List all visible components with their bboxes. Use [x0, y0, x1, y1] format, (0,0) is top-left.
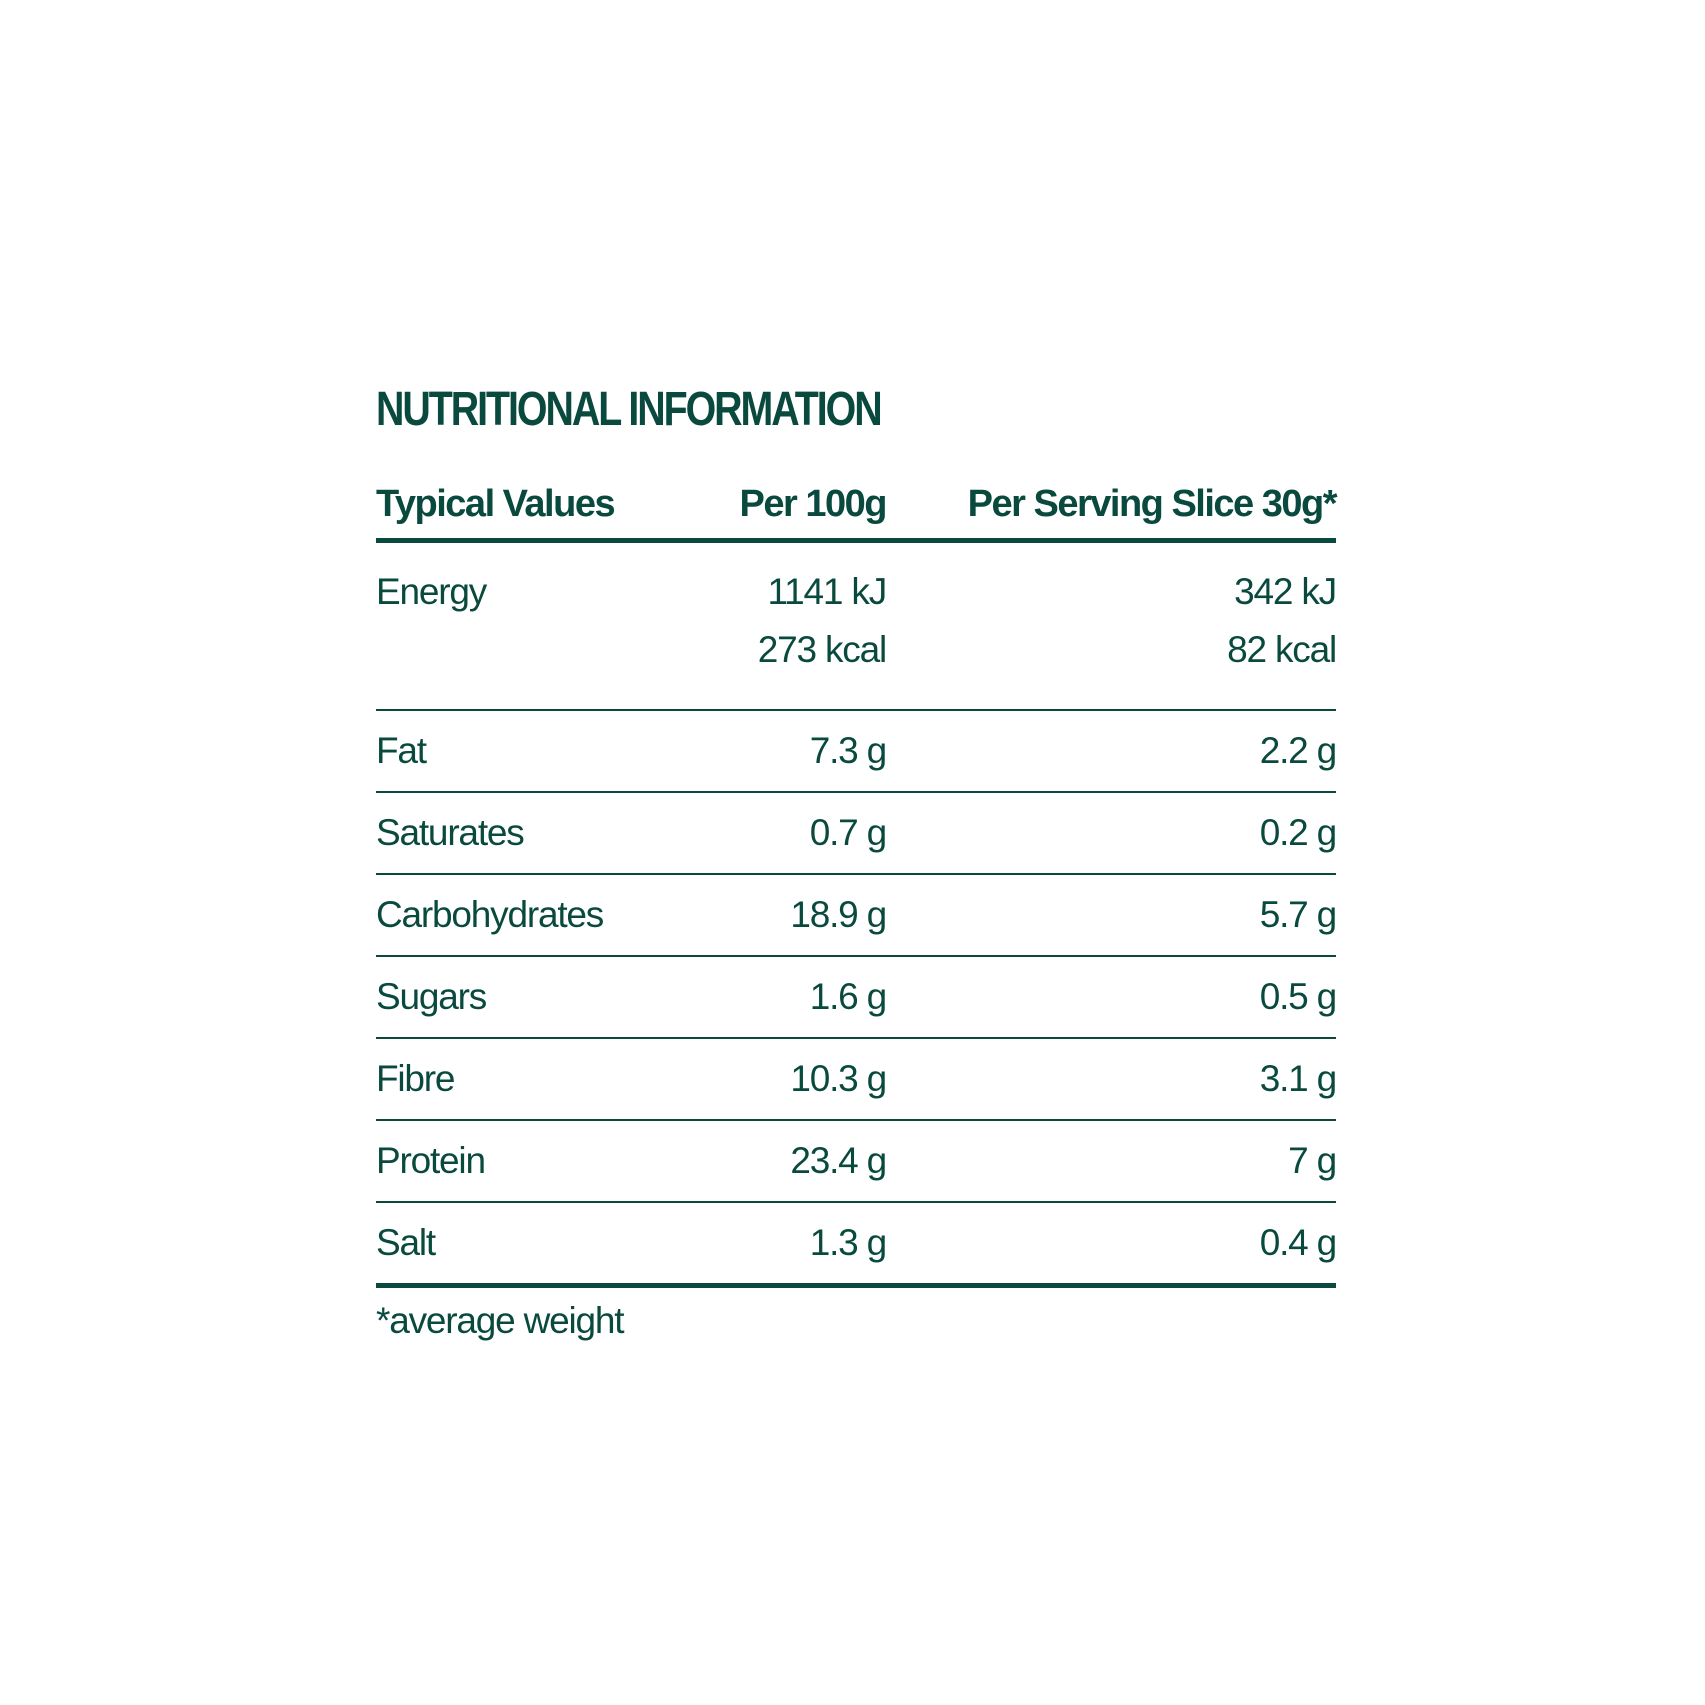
serving-value: 0.2 g	[886, 792, 1337, 875]
header-typical-values: Typical Values	[376, 476, 676, 543]
per100-value: 1.3 g	[676, 1202, 887, 1288]
table-row: Salt 1.3 g 0.4 g	[376, 1202, 1337, 1288]
row-label: Sugars	[376, 956, 676, 1039]
per100-value: 10.3 g	[676, 1038, 887, 1121]
energy-kcal: 273 kcal	[757, 629, 887, 670]
energy-kj: 1141 kJ	[767, 571, 888, 612]
per100-value: 1.6 g	[676, 956, 887, 1039]
per100-value: 0.7 g	[676, 792, 887, 875]
nutrition-table: Typical Values Per 100g Per Serving Slic…	[376, 476, 1338, 1288]
serving-value: 0.4 g	[886, 1202, 1337, 1288]
row-label: Fat	[376, 710, 676, 793]
page-title: NUTRITIONAL INFORMATION	[376, 383, 883, 436]
table-row: Sugars 1.6 g 0.5 g	[376, 956, 1337, 1039]
row-label: Energy	[376, 540, 676, 711]
row-label: Fibre	[376, 1038, 676, 1121]
serving-value: 342 kJ 82 kcal	[886, 540, 1337, 711]
header-per-serving: Per Serving Slice 30g*	[886, 476, 1338, 543]
row-label: Salt	[376, 1202, 676, 1288]
table-row: Fat 7.3 g 2.2 g	[376, 710, 1337, 793]
table-row: Fibre 10.3 g 3.1 g	[376, 1038, 1337, 1121]
serving-value: 0.5 g	[886, 956, 1337, 1039]
nutrition-panel: NUTRITIONAL INFORMATION Typical Values P…	[376, 382, 1338, 1342]
per100-value: 1141 kJ 273 kcal	[676, 540, 888, 711]
table-row: Energy 1141 kJ 273 kcal 342 kJ 82 kcal	[376, 540, 1337, 711]
per100-value: 7.3 g	[676, 710, 887, 793]
header-per-100g: Per 100g	[676, 476, 888, 543]
row-label: Protein	[376, 1120, 676, 1203]
serving-value: 2.2 g	[886, 710, 1337, 793]
energy-kj: 342 kJ	[1234, 571, 1337, 612]
serving-value: 3.1 g	[886, 1038, 1337, 1121]
table-row: Saturates 0.7 g 0.2 g	[376, 792, 1337, 875]
footnote: *average weight	[376, 1300, 625, 1341]
per100-value: 18.9 g	[676, 874, 887, 957]
serving-value: 5.7 g	[886, 874, 1337, 957]
row-label: Saturates	[376, 792, 676, 875]
row-label: Carbohydrates	[376, 874, 676, 957]
energy-kcal: 82 kcal	[1227, 629, 1337, 670]
table-header-row: Typical Values Per 100g Per Serving Slic…	[376, 476, 1338, 543]
per100-value: 23.4 g	[676, 1120, 887, 1203]
table-row: Carbohydrates 18.9 g 5.7 g	[376, 874, 1337, 957]
serving-value: 7 g	[886, 1120, 1337, 1203]
